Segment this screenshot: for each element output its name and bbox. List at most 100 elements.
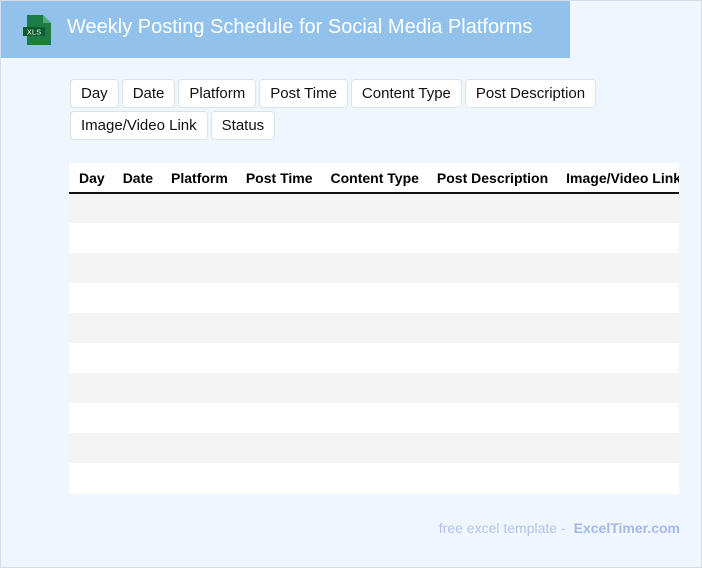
table-row — [69, 463, 679, 493]
table-cell[interactable] — [69, 463, 113, 493]
table-cell[interactable] — [161, 313, 236, 343]
footer-link[interactable]: ExcelTimer.com — [573, 520, 680, 536]
column-header[interactable]: Day — [69, 163, 113, 194]
svg-text:XLS: XLS — [27, 28, 41, 37]
table-cell[interactable] — [113, 283, 161, 313]
table-cell[interactable] — [427, 343, 556, 373]
column-chip[interactable]: Post Time — [259, 79, 348, 108]
table-cell[interactable] — [236, 283, 321, 313]
table-cell[interactable] — [161, 253, 236, 283]
table-cell[interactable] — [321, 343, 427, 373]
table-row — [69, 343, 679, 373]
table-cell[interactable] — [321, 223, 427, 253]
column-header[interactable]: Content Type — [320, 163, 427, 194]
table-cell[interactable] — [321, 403, 427, 433]
table-cell[interactable] — [69, 373, 113, 403]
table-cell[interactable] — [321, 283, 427, 313]
table-cell[interactable] — [235, 193, 321, 223]
table-cell[interactable] — [69, 193, 113, 223]
table-cell[interactable] — [235, 253, 321, 283]
table-cell[interactable] — [556, 403, 679, 433]
table-cell[interactable] — [426, 313, 557, 343]
column-chip[interactable]: Post Description — [464, 79, 597, 108]
table-cell[interactable] — [321, 463, 427, 493]
table-cell[interactable] — [236, 343, 321, 373]
table-cell[interactable] — [320, 433, 427, 463]
table-cell[interactable] — [161, 283, 236, 313]
table-cell[interactable] — [427, 403, 556, 433]
table-cell[interactable] — [427, 283, 556, 313]
table-cell[interactable] — [236, 223, 321, 253]
table-cell[interactable] — [556, 313, 679, 343]
column-header[interactable]: Image/Video Link — [556, 163, 679, 194]
header-bar: XLS Weekly Posting Schedule for Social M… — [1, 1, 570, 58]
table-cell[interactable] — [236, 463, 321, 493]
table-row — [69, 223, 679, 253]
table-cell[interactable] — [556, 373, 679, 403]
table-cell[interactable] — [161, 343, 236, 373]
table-cell[interactable] — [556, 433, 679, 463]
table-cell[interactable] — [320, 193, 427, 223]
table-cell[interactable] — [112, 433, 162, 463]
table-cell[interactable] — [161, 193, 236, 223]
table-cell[interactable] — [161, 223, 236, 253]
table-row — [69, 193, 679, 223]
table-cell[interactable] — [427, 463, 556, 493]
column-chip[interactable]: Platform — [178, 79, 257, 108]
table-cell[interactable] — [112, 253, 162, 283]
table-cell[interactable] — [427, 223, 556, 253]
table-cell[interactable] — [556, 343, 679, 373]
table-cell[interactable] — [235, 373, 321, 403]
column-chip[interactable]: Content Type — [350, 79, 462, 108]
table-cell[interactable] — [556, 283, 679, 313]
table-cell[interactable] — [112, 313, 162, 343]
footer: free excel template - ExcelTimer.com — [439, 520, 680, 536]
column-header[interactable]: Date — [112, 163, 162, 194]
table-cell[interactable] — [556, 253, 679, 283]
table-cell[interactable] — [320, 253, 427, 283]
table-cell[interactable] — [556, 463, 679, 493]
table-cell[interactable] — [556, 223, 679, 253]
table-cell[interactable] — [112, 193, 162, 223]
table-cell[interactable] — [113, 403, 161, 433]
table-cell[interactable] — [113, 463, 161, 493]
table-cell[interactable] — [235, 313, 321, 343]
table-cell[interactable] — [161, 463, 236, 493]
table-cell[interactable] — [69, 313, 113, 343]
table-cell[interactable] — [556, 193, 679, 223]
table-cell[interactable] — [426, 433, 557, 463]
table-cell[interactable] — [69, 403, 113, 433]
table-cell[interactable] — [426, 193, 557, 223]
table-cell[interactable] — [69, 343, 113, 373]
column-chip[interactable]: Status — [210, 111, 276, 140]
table-cell[interactable] — [161, 433, 236, 463]
column-chip[interactable]: Image/Video Link — [70, 111, 208, 140]
table-cell[interactable] — [320, 313, 427, 343]
column-chip[interactable]: Day — [70, 79, 119, 108]
table-cell[interactable] — [69, 433, 113, 463]
table-row — [69, 253, 679, 283]
table-cell[interactable] — [113, 343, 161, 373]
table-cell[interactable] — [236, 403, 321, 433]
column-chip[interactable]: Date — [121, 79, 176, 108]
column-header[interactable]: Post Time — [235, 163, 321, 194]
table-cell[interactable] — [113, 223, 161, 253]
table-cell[interactable] — [426, 373, 557, 403]
column-header[interactable]: Platform — [161, 163, 236, 194]
table-row — [69, 373, 679, 403]
table-cell[interactable] — [161, 403, 236, 433]
table-cell[interactable] — [69, 283, 113, 313]
column-header[interactable]: Post Description — [426, 163, 557, 194]
footer-text: free excel template - — [438, 520, 566, 536]
table-cell[interactable] — [235, 433, 321, 463]
table-cell[interactable] — [320, 373, 427, 403]
table-cell[interactable] — [112, 373, 162, 403]
table-cell[interactable] — [69, 223, 113, 253]
table-cell[interactable] — [426, 253, 557, 283]
table-row — [69, 403, 679, 433]
page-title: Weekly Posting Schedule for Social Media… — [67, 16, 533, 38]
table-cell[interactable] — [161, 373, 236, 403]
table-cell[interactable] — [69, 253, 113, 283]
table-row — [69, 283, 679, 313]
